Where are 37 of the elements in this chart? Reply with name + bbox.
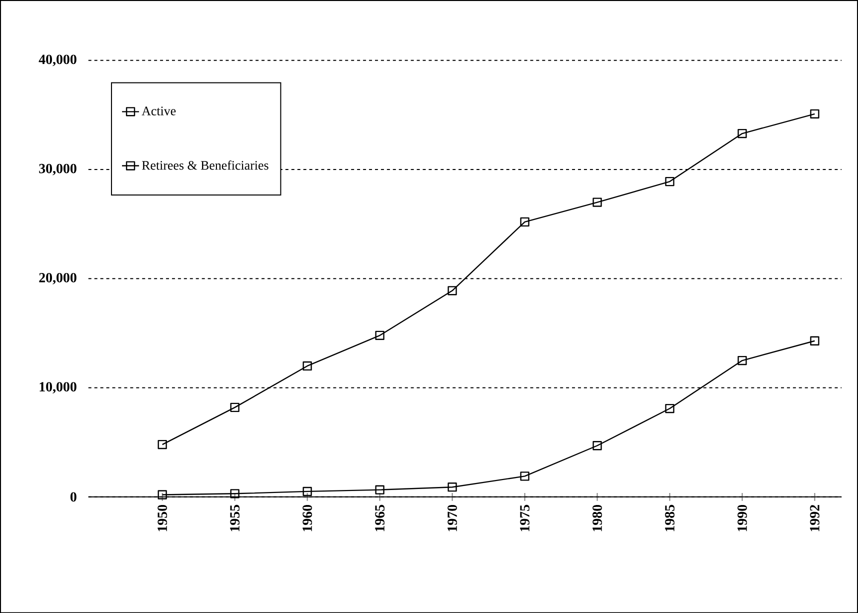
x-tick-label: 1985: [665, 504, 674, 532]
point: [448, 286, 457, 296]
x-tick-label: 1955: [230, 504, 240, 532]
x-tick-label: 1965: [375, 504, 384, 532]
point: [448, 482, 457, 492]
x-tick-label: 1970: [448, 504, 457, 532]
x-tick-label: 1960: [302, 504, 312, 532]
y-tick-label: 20,000: [39, 272, 76, 284]
legend-label: Retirees & Beneficiaries: [142, 160, 268, 170]
point: [810, 336, 820, 346]
point: [375, 485, 384, 494]
x-tick-label: 1990: [738, 504, 747, 532]
point: [738, 128, 747, 138]
legend-label: Active: [142, 106, 176, 116]
point: [302, 361, 312, 370]
point: [230, 488, 240, 498]
point: [375, 330, 384, 340]
point: [738, 356, 747, 365]
y-tick-label: 30,000: [39, 164, 76, 176]
point: [592, 440, 602, 450]
x-tick-label: 1980: [592, 504, 602, 532]
point: [592, 198, 602, 207]
x-tick-label: 1975: [520, 504, 530, 532]
point: [810, 109, 820, 118]
point: [665, 404, 674, 413]
x-tick-label: 1950: [158, 504, 168, 532]
point: [302, 486, 312, 496]
point: [665, 176, 674, 186]
point: [158, 490, 167, 500]
y-tick-label: 40,000: [38, 54, 76, 66]
x-tick-label: 1992: [810, 504, 820, 532]
y-tick-label: 10,000: [40, 382, 76, 394]
y-tick-label: 0: [70, 492, 76, 502]
point: [520, 217, 530, 226]
point: [158, 440, 167, 449]
point: [520, 471, 530, 481]
point: [230, 402, 240, 412]
